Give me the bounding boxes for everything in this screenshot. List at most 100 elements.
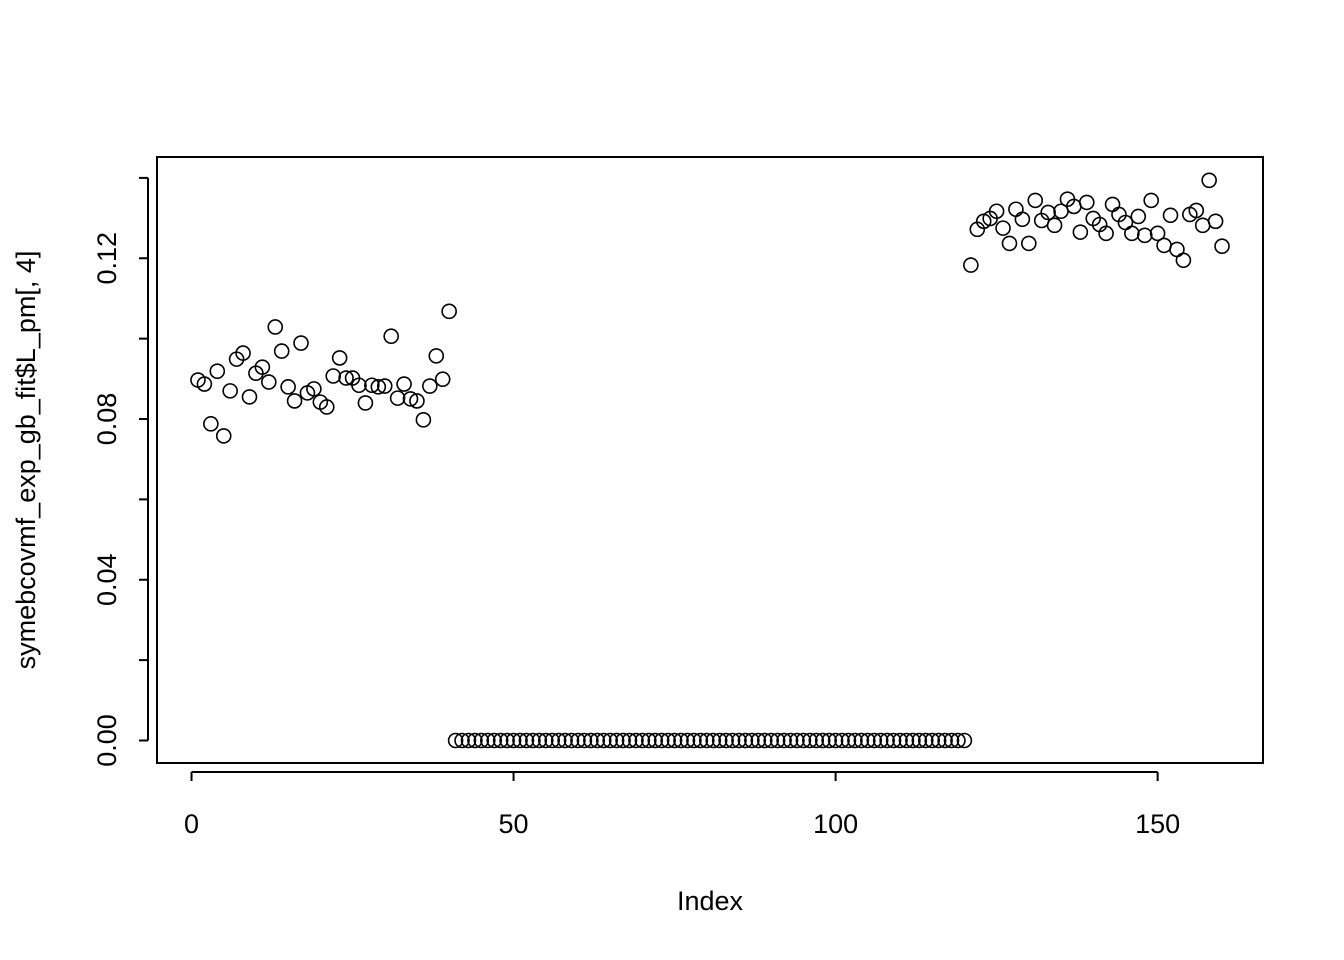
point [1040, 204, 1056, 221]
point [306, 381, 322, 397]
point [834, 732, 850, 749]
y-axis-label: symebcovmf_exp_gb_fit$L_pm[, 4] [11, 251, 41, 670]
point [364, 377, 380, 394]
point [1130, 208, 1147, 225]
point [769, 732, 786, 749]
point [1021, 235, 1037, 252]
plot-box [156, 156, 1264, 764]
point [602, 732, 618, 749]
point [1214, 238, 1230, 255]
point [892, 732, 908, 749]
point [222, 383, 238, 399]
x-axis-label: Index [677, 886, 744, 916]
point [595, 732, 612, 749]
point [853, 732, 870, 749]
point [821, 732, 837, 749]
point [698, 732, 715, 749]
point [737, 732, 754, 749]
point [756, 732, 773, 749]
point [570, 732, 586, 749]
point [898, 732, 915, 749]
point [647, 732, 664, 749]
point [1149, 225, 1166, 242]
point [196, 376, 213, 392]
point [1078, 194, 1095, 211]
point [744, 732, 760, 749]
point [673, 732, 689, 749]
point [505, 732, 522, 749]
point [203, 416, 219, 432]
point [286, 393, 303, 409]
point [550, 732, 567, 749]
point [454, 732, 470, 749]
point [241, 389, 258, 405]
point [1194, 217, 1211, 234]
point [486, 732, 503, 749]
point [563, 732, 580, 749]
point [402, 391, 419, 407]
point [467, 732, 483, 749]
x-tick-label: 50 [499, 809, 529, 839]
point [518, 732, 535, 749]
point [428, 348, 445, 364]
point [814, 732, 831, 749]
point [808, 732, 825, 749]
point [905, 732, 921, 749]
point [621, 732, 638, 749]
point [924, 732, 941, 749]
point [789, 732, 805, 749]
point [679, 732, 696, 749]
point [827, 732, 844, 749]
point [711, 732, 728, 749]
point [718, 732, 734, 749]
y-tick-label: 0.08 [92, 393, 122, 446]
point [879, 732, 895, 749]
point [956, 732, 973, 749]
point [1014, 211, 1031, 228]
point [1046, 217, 1063, 234]
point [686, 732, 702, 749]
point [441, 303, 457, 320]
point [1136, 227, 1153, 244]
point [318, 399, 335, 415]
point [1162, 207, 1179, 224]
point [338, 370, 354, 386]
point [351, 377, 367, 394]
point [557, 732, 573, 749]
point [1027, 192, 1044, 209]
y-tick-label: 0.12 [92, 232, 122, 285]
point [583, 732, 599, 749]
point [479, 732, 496, 749]
point [389, 390, 406, 406]
point [653, 732, 670, 749]
point [988, 203, 1005, 220]
point [782, 732, 799, 749]
point [917, 732, 934, 749]
y-tick-label: 0.04 [92, 553, 122, 606]
point [795, 732, 812, 749]
point [1104, 196, 1121, 213]
point [885, 732, 902, 749]
point [750, 732, 767, 749]
point [705, 732, 722, 749]
point [434, 371, 451, 388]
point [531, 732, 548, 749]
y-tick-label: 0.00 [92, 714, 122, 767]
point [293, 335, 309, 351]
point [331, 350, 348, 366]
point [1098, 225, 1114, 242]
point [641, 732, 657, 749]
point [537, 732, 554, 749]
point [576, 732, 593, 749]
point [235, 345, 251, 361]
point [447, 732, 464, 749]
point [325, 368, 342, 384]
point [460, 732, 477, 749]
point [215, 428, 232, 444]
point [280, 379, 296, 395]
point [608, 732, 625, 749]
point [589, 732, 606, 749]
point [209, 363, 226, 379]
point [859, 732, 876, 749]
